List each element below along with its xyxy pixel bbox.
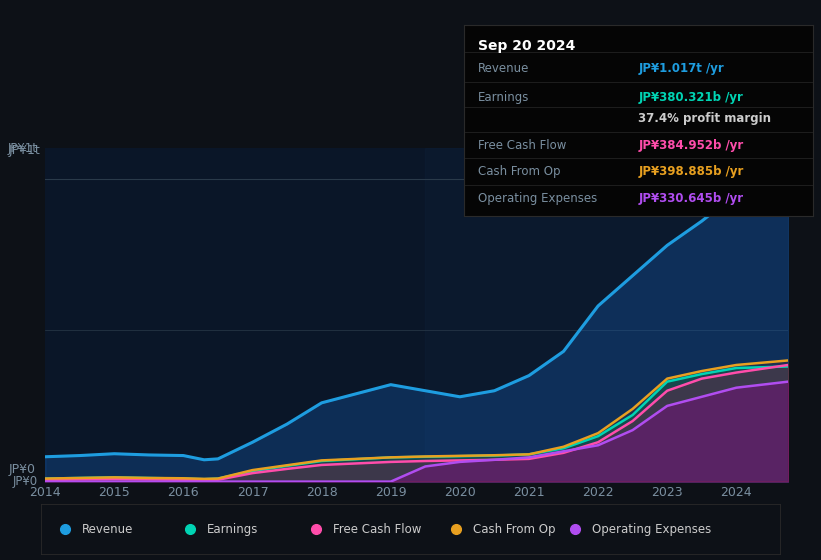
Text: Free Cash Flow: Free Cash Flow [333,522,421,536]
Text: JP¥384.952b /yr: JP¥384.952b /yr [639,139,744,152]
Text: JP¥398.885b /yr: JP¥398.885b /yr [639,165,744,178]
Bar [425,148,788,482]
Text: Revenue: Revenue [478,63,530,76]
Text: 37.4% profit margin: 37.4% profit margin [639,112,771,125]
Text: JP¥0: JP¥0 [12,475,38,488]
Text: JP¥1t: JP¥1t [7,142,38,155]
Text: Free Cash Flow: Free Cash Flow [478,139,566,152]
Text: Sep 20 2024: Sep 20 2024 [478,39,576,53]
Text: Cash From Op: Cash From Op [474,522,556,536]
Text: Earnings: Earnings [478,91,530,104]
Text: Operating Expenses: Operating Expenses [591,522,711,536]
Text: JP¥1t: JP¥1t [8,144,40,157]
Text: Earnings: Earnings [208,522,259,536]
Text: Cash From Op: Cash From Op [478,165,560,178]
Text: Operating Expenses: Operating Expenses [478,192,597,205]
Text: JP¥380.321b /yr: JP¥380.321b /yr [639,91,743,104]
Text: JP¥330.645b /yr: JP¥330.645b /yr [639,192,744,205]
Text: Revenue: Revenue [82,522,133,536]
Text: JP¥1.017t /yr: JP¥1.017t /yr [639,63,724,76]
Text: JP¥0: JP¥0 [8,463,35,476]
